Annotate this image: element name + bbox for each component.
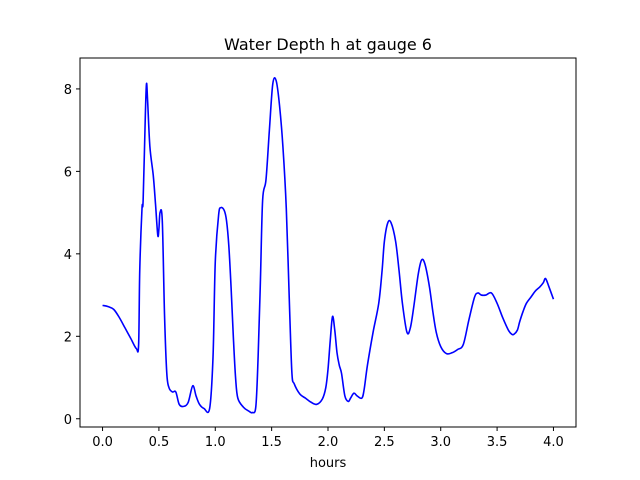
x-tick-label: 1.5 [261, 435, 282, 450]
x-tick-label: 2.5 [374, 435, 395, 450]
x-tick-label: 0.5 [149, 435, 170, 450]
x-tick-label: 3.5 [487, 435, 508, 450]
series-line [102, 77, 555, 414]
x-axis-label: hours [310, 456, 347, 471]
x-tick-label: 4.0 [543, 435, 564, 450]
y-tick-label: 8 [64, 83, 72, 98]
x-tick-label: 2.0 [318, 435, 339, 450]
x-tick-label: 1.0 [205, 435, 226, 450]
y-tick-label: 6 [64, 165, 72, 180]
chart-title: Water Depth h at gauge 6 [224, 35, 432, 54]
series-layer [102, 77, 555, 414]
x-tick-label: 3.0 [430, 435, 451, 450]
y-tick-label: 2 [64, 330, 72, 345]
x-tick-label: 0.0 [92, 435, 113, 450]
y-tick-label: 0 [64, 413, 72, 428]
y-tick-label: 4 [64, 248, 72, 263]
y-axis: 0 2 4 6 8 [64, 83, 80, 428]
x-axis: 0.0 0.5 1.0 1.5 2.0 2.5 3.0 3.5 4.0 [92, 427, 564, 450]
